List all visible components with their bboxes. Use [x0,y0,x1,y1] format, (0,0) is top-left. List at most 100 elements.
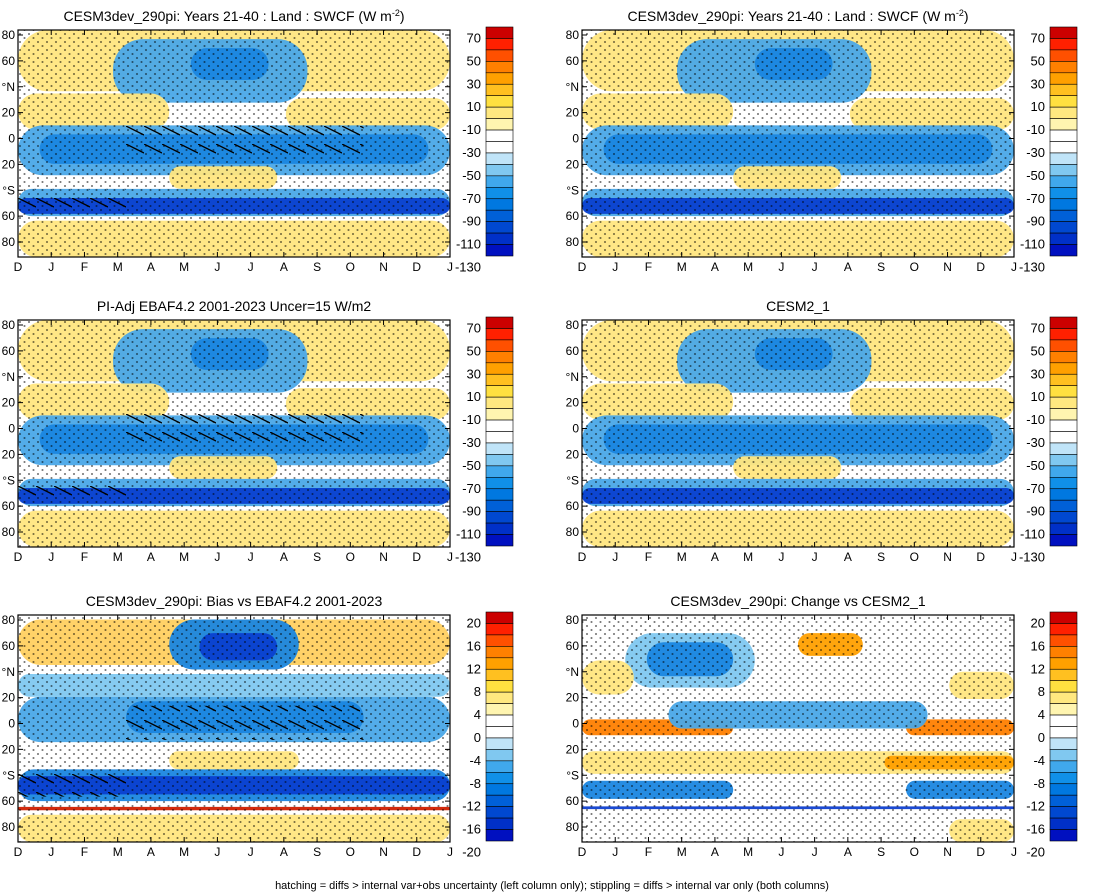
colorbar: 70 50 30 10 -10 -30 -50 -70 -90 -110 -130 [1019,316,1078,564]
colorbar-swatch [485,783,514,796]
x-tick-label: N [943,845,952,859]
colorbar-swatch [485,316,514,329]
colorbar: 20 16 12 8 4 0 -4 -8 -12 -16 -20 [1026,611,1078,859]
plot-frame [581,29,1015,258]
colorbar-swatch [1049,829,1078,842]
colorbar-swatch [485,431,514,444]
y-tick-label: 80 [566,525,580,539]
x-tick-label: J [778,550,784,564]
x-tick-label: M [179,260,189,274]
y-tick-label: °S [2,768,15,782]
colorbar-label: 10 [467,99,481,114]
x-tick-label: S [877,845,885,859]
x-tick-label: A [280,260,288,274]
colorbar-swatch [485,522,514,535]
x-tick-label: M [113,550,123,564]
x-tick-label: J [48,845,54,859]
colorbar-label: -10 [462,412,481,427]
colorbar-swatch [1049,396,1078,409]
x-tick-label: J [1011,260,1017,274]
colorbar-label: 16 [1031,638,1045,653]
colorbar: 70 50 30 10 -10 -30 -50 -70 -90 -110 -130 [455,26,514,274]
heatmap-panel: PI-Adj EBAF4.2 2001-2023 Uncer=15 W/m2 D J… [2,298,514,564]
y-tick-label: 60 [566,54,580,68]
y-tick-label: 20 [2,447,16,461]
x-tick-label: S [313,260,321,274]
colorbar-swatch [485,152,514,165]
y-tick-label: °N [2,665,15,679]
colorbar-swatch [485,611,514,624]
colorbar-swatch [1049,316,1078,329]
colorbar-swatch [1049,209,1078,222]
y-tick-label: 20 [566,691,580,705]
colorbar-swatch [485,806,514,819]
colorbar-swatch [485,232,514,245]
colorbar-label: -130 [455,259,481,274]
colorbar-swatch [1049,362,1078,375]
y-tick-label: 20 [566,157,580,171]
colorbar-label: -70 [1026,191,1045,206]
x-tick-label: F [645,845,652,859]
colorbar-swatch [485,164,514,177]
field [582,615,1014,842]
colorbar-swatch [485,646,514,659]
hatching [126,705,364,740]
y-tick-label: 60 [566,344,580,358]
colorbar-swatch [485,339,514,352]
x-tick-label: J [447,550,453,564]
colorbar-swatch [1049,385,1078,398]
colorbar-swatch [485,106,514,119]
x-tick-label: J [248,845,254,859]
heatmap-panel: CESM2_1 D J F M A M J J A S O N D J 80 60 °N 20 0 20 °S 60 80 70… [566,298,1078,564]
panel-title: CESM3dev_290pi: Bias vs EBAF4.2 2001-202… [86,593,383,609]
x-tick-label: O [910,260,919,274]
colorbar-swatch [1049,668,1078,681]
x-tick-label: O [346,845,355,859]
panel-title: CESM2_1 [766,298,830,314]
x-tick-label: S [877,260,885,274]
y-tick-label: 20 [2,157,16,171]
colorbar-swatch [1049,817,1078,830]
y-tick-label: 80 [566,235,580,249]
colorbar-swatch [1049,442,1078,455]
x-tick-label: M [179,550,189,564]
y-tick-label: 20 [2,396,16,410]
colorbar-swatch [1049,623,1078,636]
colorbar-swatch [485,328,514,341]
x-tick-label: S [313,845,321,859]
field [18,615,450,842]
x-tick-label: J [812,845,818,859]
y-tick-label: 0 [572,132,579,146]
colorbar-swatch [485,61,514,74]
colorbar-swatch [1049,771,1078,785]
x-tick-label: A [711,260,719,274]
x-tick-label: J [214,260,220,274]
colorbar-swatch [1049,232,1078,245]
colorbar-swatch [485,634,514,647]
y-tick-label: °S [2,183,15,197]
colorbar-swatch [1049,244,1078,257]
x-tick-label: D [14,550,23,564]
y-tick-label: 80 [566,318,580,332]
colorbar-label: -110 [1020,527,1045,542]
colorbar-swatch [485,95,514,108]
colorbar-swatch [485,511,514,524]
colorbar-label: -130 [1019,259,1045,274]
x-tick-label: D [976,845,985,859]
x-tick-label: D [976,550,985,564]
colorbar-swatch [1049,221,1078,234]
x-tick-label: J [612,550,618,564]
y-tick-label: 0 [8,717,15,731]
x-tick-label: J [48,260,54,274]
colorbar-swatch [1049,657,1078,670]
x-tick-label: J [48,550,54,564]
colorbar-label: 12 [1031,661,1045,676]
y-tick-label: °S [2,473,15,487]
hatching [126,120,364,155]
y-tick-label: 60 [566,639,580,653]
x-tick-label: M [113,260,123,274]
panel-title: CESM3dev_290pi: Change vs CESM2_1 [670,593,925,609]
x-tick-label: A [711,550,719,564]
colorbar-label: -70 [462,481,481,496]
x-tick-label: D [578,845,587,859]
